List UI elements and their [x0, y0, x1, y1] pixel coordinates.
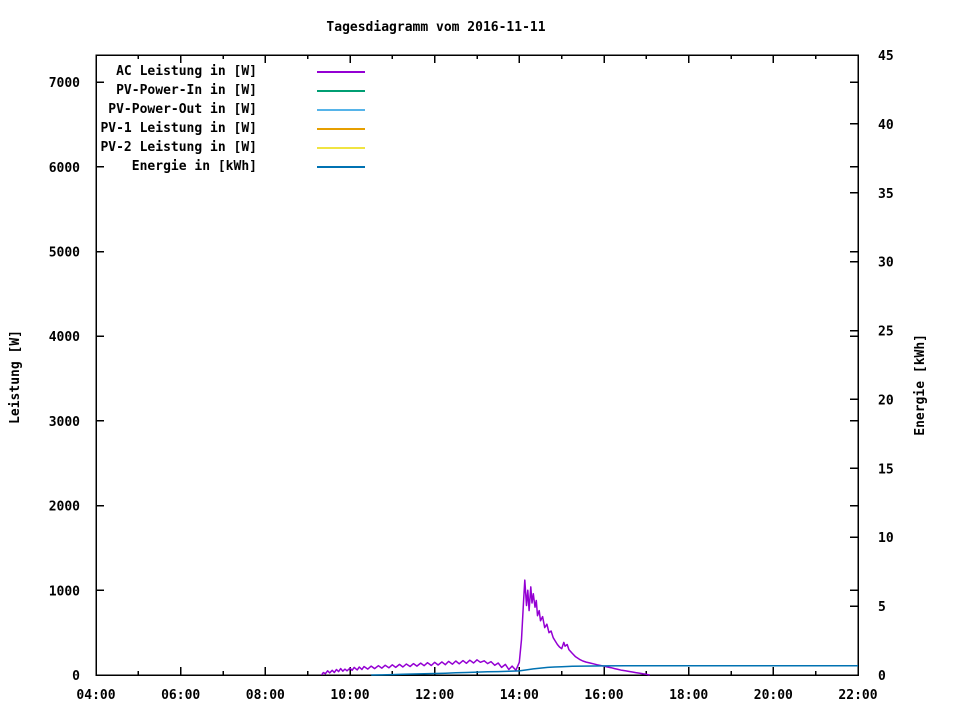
legend-label: PV-2 Leistung in [W] — [100, 140, 257, 155]
y2-tick-label: 30 — [878, 256, 894, 271]
y2-tick-label: 45 — [878, 49, 894, 64]
x-tick-label: 14:00 — [500, 688, 539, 703]
x-tick-label: 12:00 — [415, 688, 454, 703]
y1-tick-label: 3000 — [49, 415, 80, 430]
legend-item-pv-power-out: PV-Power-Out in [W] — [99, 100, 365, 119]
y2-tick-label: 5 — [878, 600, 886, 615]
y2-tick-label: 15 — [878, 462, 894, 477]
y1-tick-label: 7000 — [49, 76, 80, 91]
y1-tick-label: 2000 — [49, 500, 80, 515]
legend-item-pv2-leistung: PV-2 Leistung in [W] — [99, 138, 365, 157]
legend-line-sample — [317, 146, 365, 149]
y2-tick-label: 0 — [878, 669, 886, 684]
y2-tick-label: 35 — [878, 187, 894, 202]
y1-tick-label: 6000 — [49, 161, 80, 176]
legend-label: AC Leistung in [W] — [116, 64, 257, 79]
x-tick-label: 06:00 — [161, 688, 200, 703]
x-tick-label: 10:00 — [330, 688, 369, 703]
legend-item-ac-leistung: AC Leistung in [W] — [99, 62, 365, 81]
y1-tick-label: 4000 — [49, 330, 80, 345]
x-tick-label: 04:00 — [76, 688, 115, 703]
legend-item-energie: Energie in [kWh] — [99, 157, 365, 176]
chart-title: Tagesdiagramm vom 2016-11-11 — [326, 20, 546, 35]
y2-tick-label: 10 — [878, 531, 894, 546]
legend-line-sample — [317, 108, 365, 111]
legend-item-pv-power-in: PV-Power-In in [W] — [99, 81, 365, 100]
legend-item-pv1-leistung: PV-1 Leistung in [W] — [99, 119, 365, 138]
y1-tick-label: 0 — [72, 669, 80, 684]
x-tick-label: 16:00 — [584, 688, 623, 703]
series-line-ac-leistung — [320, 579, 650, 676]
y1-tick-label: 1000 — [49, 584, 80, 599]
legend-label: Energie in [kWh] — [131, 159, 257, 174]
x-tick-label: 22:00 — [838, 688, 877, 703]
series-line-energie — [371, 665, 858, 676]
y2-tick-label: 40 — [878, 118, 894, 133]
legend-line-sample — [317, 127, 365, 130]
x-tick-label: 20:00 — [754, 688, 793, 703]
x-tick-label: 18:00 — [669, 688, 708, 703]
x-tick-label: 08:00 — [246, 688, 285, 703]
y2-tick-label: 20 — [878, 393, 894, 408]
y2-tick-label: 25 — [878, 325, 894, 340]
legend-label: PV-Power-In in [W] — [116, 83, 257, 98]
legend-label: PV-Power-Out in [W] — [108, 102, 257, 117]
legend-label: PV-1 Leistung in [W] — [100, 121, 257, 136]
legend: AC Leistung in [W] PV-Power-In in [W] PV… — [99, 62, 365, 176]
y1-tick-label: 5000 — [49, 246, 80, 261]
legend-line-sample — [317, 89, 365, 92]
legend-line-sample — [317, 70, 365, 73]
legend-line-sample — [317, 165, 365, 168]
